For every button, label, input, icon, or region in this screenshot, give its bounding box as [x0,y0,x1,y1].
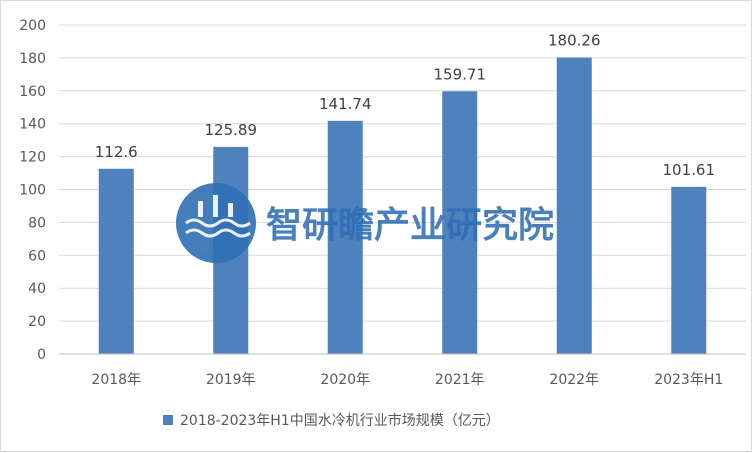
bar [442,91,478,355]
watermark-text: 智研瞻产业研究院 [266,205,554,246]
y-tick-label: 160 [19,84,46,100]
x-tick-label: 2019年 [206,372,256,388]
legend: 2018-2023年H1中国水冷机行业市场规模（亿元） [163,412,500,429]
data-label: 141.74 [319,95,372,113]
y-tick-label: 200 [19,18,46,34]
data-labels: 112.6 125.89 141.74 159.71 180.26 101.61 [95,31,715,178]
y-axis-ticks: 0 20 40 60 80 100 120 140 160 180 200 [19,18,46,363]
y-tick-label: 20 [28,314,46,330]
y-tick-label: 140 [19,117,46,133]
bar [671,186,707,354]
bar [327,120,363,354]
x-tick-label: 2020年 [320,372,370,388]
y-tick-label: 120 [19,150,46,166]
gridlines [59,24,746,322]
y-tick-label: 180 [19,51,46,67]
x-tick-label: 2023年H1 [654,372,723,388]
data-label: 180.26 [548,31,601,49]
y-tick-label: 80 [28,215,46,231]
y-tick-label: 100 [19,183,46,199]
legend-swatch [163,415,173,425]
bar [98,168,134,354]
y-tick-label: 40 [28,281,46,297]
x-tick-label: 2018年 [91,372,141,388]
x-tick-label: 2022年 [549,372,599,388]
y-tick-label: 0 [37,347,46,363]
legend-label: 2018-2023年H1中国水冷机行业市场规模（亿元） [180,412,500,429]
watermark: 智研瞻产业研究院 [176,183,554,263]
y-tick-label: 60 [28,248,46,264]
x-tick-label: 2021年 [435,372,485,388]
x-axis-ticks: 2018年 2019年 2020年 2021年 2022年 2023年H1 [91,372,723,388]
bar [556,57,592,355]
data-label: 112.6 [95,143,138,161]
data-label: 159.71 [434,65,487,83]
data-label: 125.89 [205,121,258,139]
data-label: 101.61 [663,161,716,179]
